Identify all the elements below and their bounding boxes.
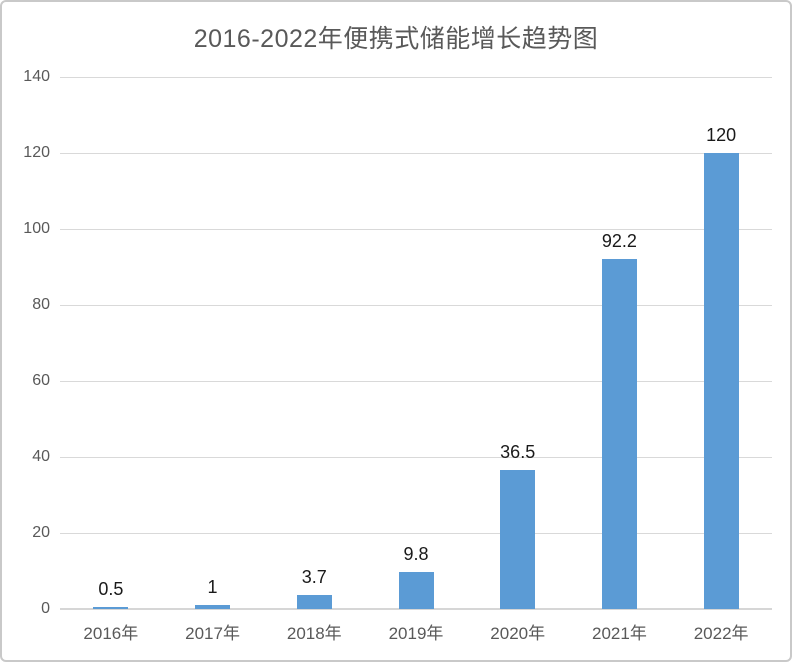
x-tick-label: 2018年 <box>286 624 342 643</box>
bar-2021年 <box>601 258 637 609</box>
bar-2022年 <box>703 153 739 609</box>
y-tick-label: 80 <box>32 296 50 313</box>
bar-value-label: 120 <box>706 125 737 145</box>
gridline <box>60 381 772 382</box>
gridline <box>60 77 772 78</box>
bar-value-label: 9.8 <box>403 543 429 564</box>
gridline <box>60 229 772 230</box>
y-axis: 0 20 40 60 80 100 120 140 <box>2 68 50 617</box>
bar-2020年 <box>500 470 536 609</box>
bar-2018年 <box>296 594 332 609</box>
y-tick-label: 140 <box>23 68 50 85</box>
bar-2019年 <box>398 571 434 609</box>
x-tick-label: 2022年 <box>693 624 749 643</box>
y-tick-label: 60 <box>32 372 50 389</box>
chart-title: 2016-2022年便携式储能增长趋势图 <box>193 25 599 53</box>
bar-value-label: 3.7 <box>301 566 327 587</box>
x-axis: 2016年 2017年 2018年 2019年 2020年 2021年 2022年 <box>60 619 772 647</box>
x-tick-label: 2021年 <box>592 624 647 643</box>
gridline <box>60 533 772 534</box>
y-tick-label: 100 <box>23 220 50 237</box>
gridline <box>60 153 772 154</box>
x-axis-line <box>60 608 772 610</box>
y-tick-label: 120 <box>23 144 50 161</box>
bar-value-label: 1 <box>207 577 218 598</box>
bar-value-label: 92.2 <box>601 230 637 251</box>
x-tick-label: 2020年 <box>490 624 546 643</box>
bar-2016年 <box>93 607 129 609</box>
y-tick-label: 40 <box>32 448 50 465</box>
x-tick-label: 2017年 <box>185 624 240 643</box>
bar-2017年 <box>195 605 231 609</box>
x-tick-label: 2016年 <box>83 624 139 643</box>
y-tick-label: 0 <box>41 600 50 617</box>
bar-value-label: 0.5 <box>98 579 124 600</box>
gridline <box>60 457 772 458</box>
y-tick-label: 20 <box>32 524 50 541</box>
gridline <box>60 305 772 306</box>
x-tick-label: 2019年 <box>388 624 444 643</box>
plot-area: 0.5 1 3.7 9.8 36.5 92.2 120 <box>60 77 772 610</box>
bar-value-label: 36.5 <box>500 442 536 463</box>
